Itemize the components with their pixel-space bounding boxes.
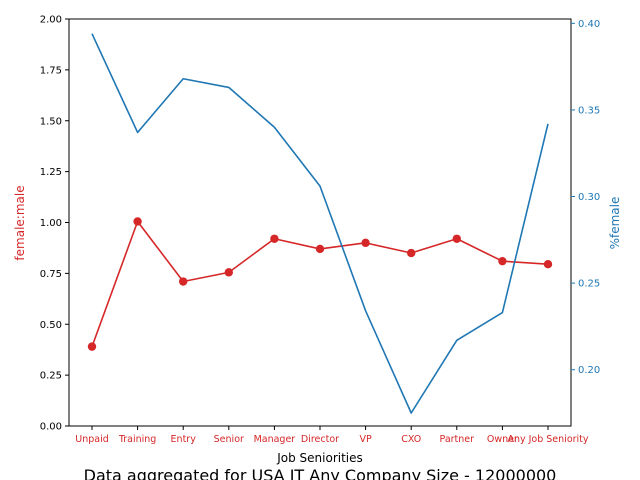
female-male-ratio-point — [452, 234, 461, 243]
left-y-axis: 0.00 0.25 0.50 0.75 1.00 1.25 1.50 1.75 2.00 — [40, 15, 69, 433]
x-category-label: Entry — [171, 434, 197, 445]
x-category-label: CXO — [401, 434, 421, 445]
female-male-ratio-point — [270, 234, 279, 243]
female-male-ratio-point — [361, 238, 370, 248]
female-male-ratio-point — [543, 260, 553, 269]
x-category-label: Director — [301, 434, 339, 445]
plot-area — [68, 18, 572, 427]
right-tick-label: 0.40 — [578, 19, 600, 30]
female-male-ratio-point — [407, 248, 416, 258]
right-y-axis: 0.20 0.25 0.30 0.35 0.40 — [571, 19, 600, 376]
right-tick-label: 0.25 — [578, 279, 600, 290]
female-male-ratio-point — [87, 342, 97, 351]
x-category-label: Owner — [487, 434, 518, 445]
plot-border — [68, 18, 572, 427]
x-category-label: Partner — [440, 434, 475, 445]
female-male-ratio-point — [315, 244, 325, 254]
right-tick-label: 0.30 — [578, 192, 600, 203]
female-male-ratio-point — [133, 217, 142, 226]
x-category-label: Any Job Seniority — [507, 434, 588, 445]
left-tick-label: 1.50 — [40, 116, 62, 127]
right-tick-label: 0.20 — [578, 365, 600, 376]
left-tick-label: 0.75 — [40, 269, 62, 280]
female-male-ratio-point — [179, 277, 188, 286]
x-category-label: Senior — [214, 434, 244, 445]
female-male-ratio-point — [498, 256, 507, 266]
x-category-label: VP — [359, 434, 371, 445]
left-tick-label: 0.50 — [40, 320, 62, 331]
left-tick-label: 2.00 — [40, 15, 62, 26]
x-axis: Unpaid Training Entry Senior Manager Director… — [75, 426, 589, 445]
female-male-ratio-point — [224, 268, 233, 277]
left-tick-label: 1.75 — [40, 65, 62, 76]
x-category-label: Training — [118, 434, 157, 445]
left-tick-label: 1.25 — [40, 167, 62, 178]
left-tick-label: 0.25 — [40, 371, 62, 382]
left-tick-label: 1.00 — [40, 218, 62, 229]
female-male-ratio-line — [91, 220, 549, 347]
x-category-label: Unpaid — [75, 434, 109, 445]
right-tick-label: 0.35 — [578, 105, 600, 116]
percent-female-line — [91, 33, 549, 414]
left-axis-label: female:male — [13, 185, 27, 260]
x-axis-label: Job Seniorities — [276, 451, 363, 465]
x-category-label: Manager — [254, 434, 296, 445]
chart-caption: Data aggregated for USA IT Any Company S… — [84, 466, 557, 480]
left-tick-label: 0.00 — [40, 422, 62, 433]
series-layer — [87, 33, 553, 414]
right-axis-label: %female — [608, 197, 622, 250]
